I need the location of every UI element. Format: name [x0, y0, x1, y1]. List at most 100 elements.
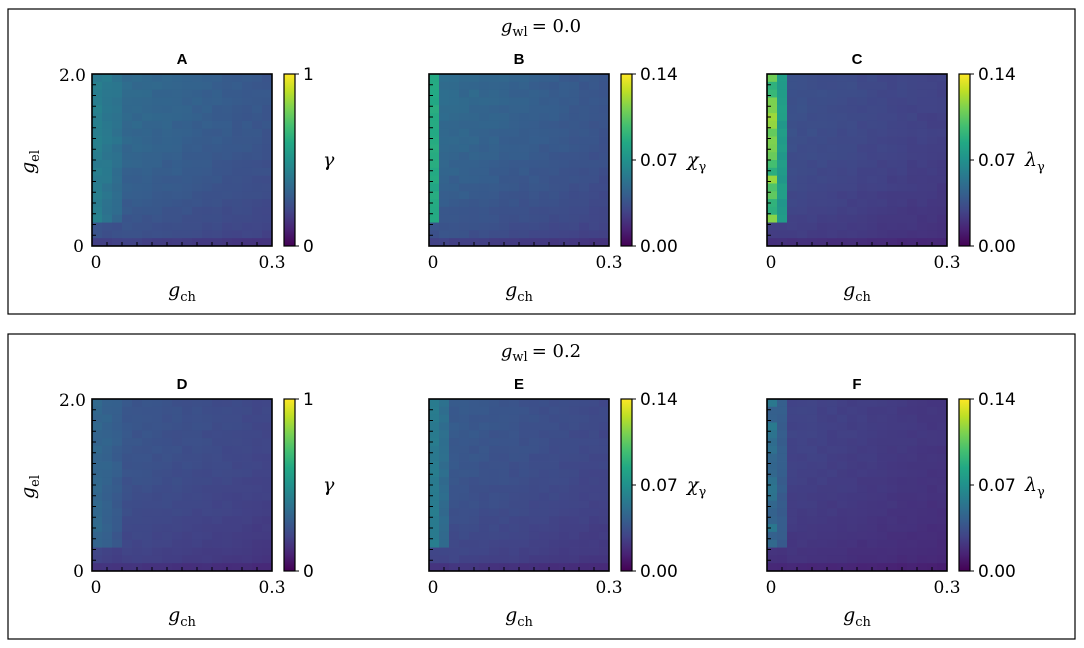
heatmap-cell	[837, 74, 848, 83]
heatmap-cell	[222, 531, 233, 541]
heatmap-cell	[469, 406, 480, 416]
heatmap-cell	[459, 500, 470, 509]
x-axis-label: gch	[168, 604, 196, 630]
heatmap-cell	[212, 89, 223, 98]
colorbar-label-var: χ	[685, 474, 700, 496]
heatmap-cell	[459, 524, 470, 533]
heatmap-cell	[599, 555, 610, 564]
colorbar-tick-label: 0.07	[978, 151, 1016, 171]
group-title-sub: wl	[512, 25, 527, 40]
heatmap-cell	[937, 113, 948, 122]
heatmap-cell	[937, 120, 948, 130]
heatmap-cell	[519, 485, 530, 494]
colorbar-tick-label: 1	[303, 65, 314, 85]
heatmap-cell	[182, 74, 193, 83]
heatmap-cell	[132, 469, 143, 478]
heatmap-cell	[92, 128, 103, 137]
heatmap-cell	[549, 136, 560, 145]
heatmap-cell	[459, 430, 470, 439]
heatmap-cell	[599, 167, 610, 177]
heatmap-cell	[569, 531, 580, 541]
heatmap-cell	[479, 183, 490, 192]
heatmap-cell	[559, 547, 570, 556]
heatmap-cell	[499, 152, 510, 161]
heatmap-cell	[807, 175, 818, 184]
heatmap-cell	[182, 485, 193, 494]
heatmap-cell	[887, 214, 898, 223]
heatmap-cell	[499, 175, 510, 184]
heatmap-cell	[489, 516, 500, 525]
heatmap-cell	[132, 144, 143, 153]
heatmap-cell	[847, 105, 858, 114]
heatmap-cell	[867, 414, 878, 423]
group-title-value: = 0.2	[532, 341, 581, 362]
heatmap-cell	[907, 191, 918, 200]
heatmap-cell	[509, 406, 520, 416]
heatmap-cell	[172, 206, 183, 216]
heatmap-cell	[937, 516, 948, 525]
heatmap-cell	[529, 144, 540, 153]
heatmap-cell	[787, 399, 798, 408]
heatmap-cell	[212, 74, 223, 83]
heatmap-cell	[549, 97, 560, 106]
heatmap-cell	[152, 136, 163, 145]
heatmap-cell	[252, 105, 263, 114]
heatmap-cell	[599, 206, 610, 216]
heatmap-cell	[162, 406, 173, 416]
heatmap-cell	[509, 438, 520, 447]
heatmap-cell	[509, 175, 520, 184]
heatmap-cell	[132, 485, 143, 494]
x-axis-label-var: g	[843, 604, 855, 626]
heatmap-cell	[459, 97, 470, 106]
heatmap-cell	[519, 469, 530, 478]
heatmap-cell	[927, 414, 938, 423]
heatmap-cell	[767, 438, 778, 447]
heatmap-cell	[479, 160, 490, 169]
heatmap-cell	[807, 414, 818, 423]
heatmap-cell	[242, 97, 253, 106]
heatmap-cell	[927, 214, 938, 223]
heatmap-cell	[469, 469, 480, 478]
heatmap-cell	[827, 199, 838, 208]
heatmap-cell	[142, 485, 153, 494]
heatmap-cell	[152, 445, 163, 455]
heatmap-cell	[262, 547, 273, 556]
heatmap-cell	[192, 445, 203, 455]
heatmap-cell	[519, 438, 530, 447]
heatmap-cell	[797, 230, 808, 239]
heatmap-cell	[827, 438, 838, 447]
heatmap-cell	[202, 230, 213, 239]
heatmap-cell	[509, 445, 520, 455]
heatmap-cell	[469, 199, 480, 208]
heatmap-cell	[499, 206, 510, 216]
heatmap-cell	[142, 492, 153, 502]
heatmap-cell	[112, 524, 123, 533]
heatmap-cell	[122, 500, 133, 509]
heatmap-cell	[897, 128, 908, 137]
heatmap-cell	[777, 89, 788, 98]
heatmap-cell	[767, 414, 778, 423]
heatmap-cell	[242, 222, 253, 231]
heatmap-cell	[927, 399, 938, 408]
heatmap-cell	[499, 492, 510, 502]
heatmap-cell	[817, 453, 828, 462]
heatmap-cell	[182, 144, 193, 153]
heatmap-cell	[429, 453, 440, 462]
heatmap-cell	[907, 230, 918, 239]
heatmap-cell	[767, 445, 778, 455]
heatmap-cell	[489, 160, 500, 169]
heatmap-cell	[817, 214, 828, 223]
heatmap-cell	[937, 191, 948, 200]
heatmap-cell	[927, 453, 938, 462]
heatmap-cell	[192, 469, 203, 478]
heatmap-cell	[459, 120, 470, 130]
heatmap-cell	[787, 120, 798, 130]
heatmap-cell	[102, 485, 113, 494]
heatmap-cell	[579, 160, 590, 169]
heatmap	[767, 74, 948, 247]
heatmap-cell	[172, 469, 183, 478]
heatmap-cell	[112, 113, 123, 122]
heatmap-cell	[489, 430, 500, 439]
heatmap-cell	[847, 422, 858, 431]
